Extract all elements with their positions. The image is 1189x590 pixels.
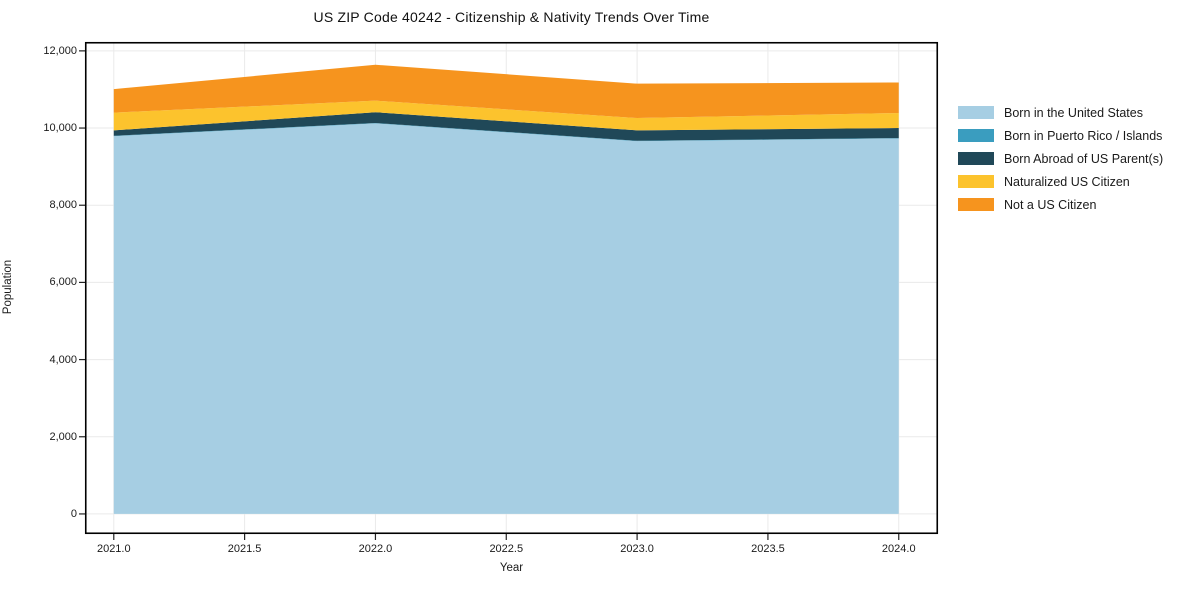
y-tick-label: 4,000 — [49, 353, 77, 366]
legend-item-4: Not a US Citizen — [958, 193, 1163, 216]
legend-item-0: Born in the United States — [958, 101, 1163, 124]
plot-border — [84, 41, 939, 535]
area-series-0 — [113, 123, 899, 514]
area-series-2 — [113, 112, 899, 141]
legend-label: Born in the United States — [1004, 105, 1143, 120]
plot-area — [79, 41, 939, 540]
x-tick-label: 2023.0 — [620, 543, 654, 555]
x-tick-label: 2021.5 — [227, 543, 262, 555]
x-tick-label: 2022.0 — [358, 543, 393, 555]
legend-item-2: Born Abroad of US Parent(s) — [958, 147, 1163, 170]
x-tick-label: 2022.5 — [489, 543, 524, 555]
area-series-4 — [113, 64, 899, 119]
y-tick-label: 12,000 — [43, 44, 77, 57]
stacked-area-chart — [79, 41, 939, 540]
legend-item-1: Born in Puerto Rico / Islands — [958, 124, 1163, 147]
legend: Born in the United States Born in Puerto … — [958, 101, 1163, 216]
legend-label: Naturalized US Citizen — [1004, 174, 1130, 189]
x-tick-label: 2021.0 — [96, 543, 131, 555]
x-tick-label: 2023.5 — [751, 543, 785, 555]
y-tick-label: 2,000 — [49, 430, 77, 443]
legend-swatch-icon — [958, 152, 994, 165]
y-tick-label: 6,000 — [49, 276, 77, 289]
legend-swatch-icon — [958, 175, 994, 188]
legend-swatch-icon — [958, 129, 994, 142]
area-series-3 — [113, 100, 899, 131]
x-axis-label: Year — [499, 562, 524, 574]
legend-swatch-icon — [958, 106, 994, 119]
legend-label: Born in Puerto Rico / Islands — [1004, 128, 1163, 143]
legend-label: Born Abroad of US Parent(s) — [1004, 151, 1164, 166]
y-tick-label: 0 — [70, 507, 77, 520]
legend-label: Not a US Citizen — [1004, 197, 1097, 212]
area-series-1 — [113, 123, 899, 142]
legend-item-3: Naturalized US Citizen — [958, 170, 1163, 193]
chart-title: US ZIP Code 40242 - Citizenship & Nativi… — [313, 9, 710, 25]
x-tick-label: 2024.0 — [881, 543, 916, 555]
legend-swatch-icon — [958, 198, 994, 211]
y-tick-label: 8,000 — [49, 199, 77, 212]
y-tick-label: 10,000 — [43, 122, 77, 135]
